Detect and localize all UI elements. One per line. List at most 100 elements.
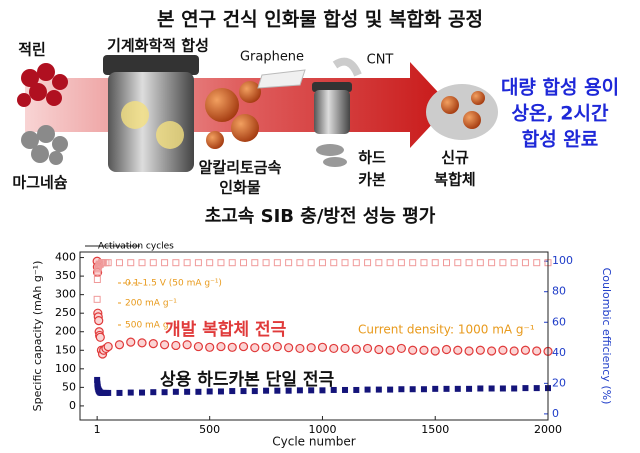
data-point xyxy=(510,259,518,267)
data-point xyxy=(149,259,157,267)
data-point xyxy=(477,385,484,392)
y-tick-label: 100 xyxy=(55,362,76,375)
composite-icon xyxy=(426,84,498,140)
data-point xyxy=(431,259,439,267)
data-point xyxy=(161,259,169,267)
data-point xyxy=(139,389,146,396)
data-point xyxy=(217,388,224,395)
data-point xyxy=(148,339,158,349)
data-point xyxy=(522,385,529,392)
data-point xyxy=(488,385,495,392)
data-point xyxy=(319,387,326,394)
data-point xyxy=(195,388,202,395)
data-point xyxy=(533,259,541,267)
data-point xyxy=(511,385,518,392)
data-point xyxy=(194,259,202,267)
data-point xyxy=(240,388,247,395)
annotation: 200 mA g⁻¹ xyxy=(125,299,177,309)
label: 적린 xyxy=(18,41,46,59)
chart-title: 초고속 SIB 충/방전 성능 평가 xyxy=(205,206,436,227)
y2-tick-label: 20 xyxy=(552,376,566,389)
graphene-icon xyxy=(257,69,306,89)
y-tick-label: 50 xyxy=(62,380,76,393)
data-point xyxy=(432,385,439,392)
data-point xyxy=(274,387,281,394)
data-point xyxy=(296,259,304,267)
data-point xyxy=(476,259,484,267)
data-point xyxy=(306,343,316,353)
label: 복합체 xyxy=(434,171,475,189)
y2-tick-label: 60 xyxy=(552,315,566,328)
data-point xyxy=(159,340,170,350)
note: 대량 합성 용이 xyxy=(501,77,619,99)
data-point xyxy=(374,344,384,355)
data-point xyxy=(532,346,542,356)
note: 합성 완료 xyxy=(522,129,599,151)
data-point xyxy=(182,340,192,350)
data-point xyxy=(375,386,382,393)
data-point xyxy=(206,388,213,395)
data-point xyxy=(443,259,451,267)
x-tick-label: 2000 xyxy=(534,423,562,436)
data-point xyxy=(464,346,474,356)
data-point xyxy=(272,341,282,352)
data-point xyxy=(386,259,394,267)
data-point xyxy=(93,295,101,303)
y2-tick-label: 80 xyxy=(552,285,566,298)
data-point xyxy=(475,345,485,355)
diagram-title: 본 연구 건식 인화물 합성 및 복합화 공정 xyxy=(157,9,483,31)
data-point xyxy=(419,345,429,355)
data-point xyxy=(116,389,123,396)
small-jar xyxy=(312,82,352,134)
data-point xyxy=(285,387,292,394)
label: 카본 xyxy=(358,171,386,189)
y2-tick-label: 0 xyxy=(552,407,559,420)
x-tick-label: 1000 xyxy=(308,423,336,436)
data-point xyxy=(330,386,337,393)
annotation: Activation cycles xyxy=(98,242,174,252)
data-point xyxy=(172,388,179,395)
data-point xyxy=(240,259,248,267)
data-point xyxy=(137,338,147,348)
data-point xyxy=(161,389,168,396)
y-tick-label: 150 xyxy=(55,343,76,356)
y-tick-label: 400 xyxy=(55,251,76,264)
data-point xyxy=(533,385,540,392)
data-point xyxy=(385,345,395,355)
data-point xyxy=(205,342,215,352)
label: 알칼리토금속 xyxy=(199,159,282,177)
data-point xyxy=(521,259,529,267)
data-point xyxy=(229,388,236,395)
data-point xyxy=(420,259,428,267)
data-point xyxy=(251,259,259,267)
data-point xyxy=(330,259,338,267)
data-point xyxy=(171,340,181,351)
data-point xyxy=(104,259,112,267)
data-point xyxy=(329,343,339,354)
x-tick-label: 1 xyxy=(94,423,101,436)
data-point xyxy=(362,343,373,354)
data-point xyxy=(409,259,417,267)
data-point xyxy=(261,342,271,352)
data-point xyxy=(114,340,125,350)
y2-tick-label: 100 xyxy=(552,254,573,267)
x-tick-label: 500 xyxy=(199,423,220,436)
data-point xyxy=(398,386,405,393)
x-axis-label: Cycle number xyxy=(272,435,356,449)
data-point xyxy=(364,259,372,267)
data-point xyxy=(250,343,260,353)
data-point xyxy=(441,344,452,355)
data-point xyxy=(408,345,418,355)
data-point xyxy=(308,387,315,394)
data-point xyxy=(138,259,146,267)
data-point xyxy=(193,341,204,352)
data-point xyxy=(409,386,416,393)
data-point xyxy=(103,341,113,352)
annotation-leader xyxy=(118,282,140,326)
data-point xyxy=(488,259,496,267)
data-point xyxy=(262,259,270,267)
data-point xyxy=(466,385,473,392)
data-point xyxy=(296,387,303,394)
phosphide-spheres xyxy=(205,81,261,149)
